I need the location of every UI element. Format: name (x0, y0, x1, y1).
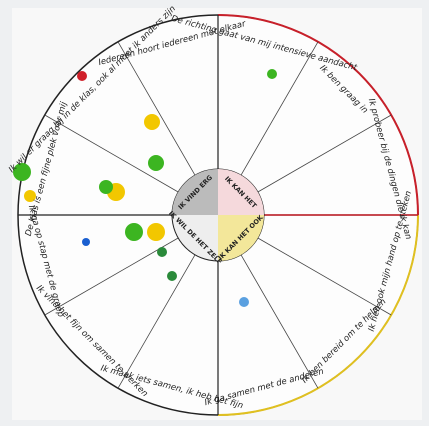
diagram: Iedereen hoort iedereen met elkaarIk wil… (0, 0, 429, 426)
